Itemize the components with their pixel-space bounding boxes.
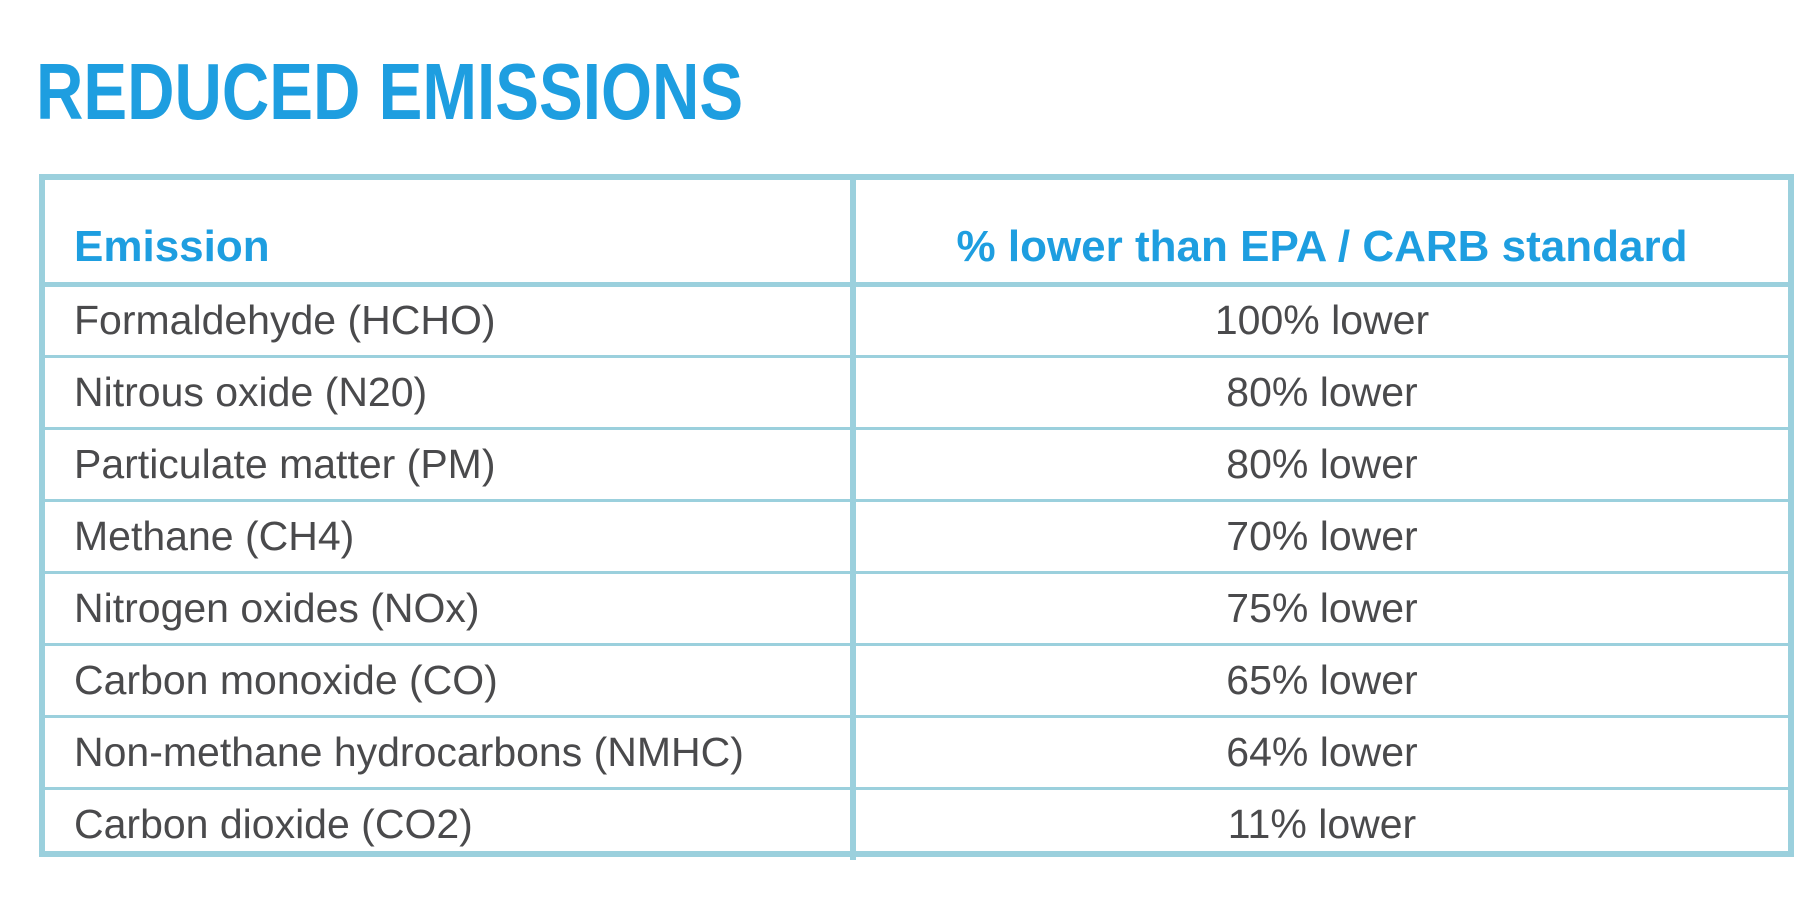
header-row: Emission % lower than EPA / CARB standar… — [45, 180, 1788, 287]
emission-cell: Nitrous oxide (N20) — [45, 356, 856, 430]
header-emission: Emission — [45, 180, 856, 287]
reduction-cell: 65% lower — [853, 644, 1788, 718]
emission-cell: Nitrogen oxides (NOx) — [45, 572, 856, 646]
table-body: Formaldehyde (HCHO) 100% lower Nitrous o… — [45, 284, 1788, 860]
reduction-cell: 80% lower — [853, 428, 1788, 502]
emission-cell: Particulate matter (PM) — [45, 428, 856, 502]
reduction-cell: 80% lower — [853, 356, 1788, 430]
emission-cell: Formaldehyde (HCHO) — [45, 284, 856, 358]
emissions-table: Emission % lower than EPA / CARB standar… — [39, 174, 1794, 860]
reduction-cell: 100% lower — [853, 284, 1788, 358]
page-title: REDUCED EMISSIONS — [36, 47, 744, 136]
emission-cell: Methane (CH4) — [45, 500, 856, 574]
table-row: Nitrogen oxides (NOx) 75% lower — [45, 572, 1788, 646]
reduction-cell: 75% lower — [853, 572, 1788, 646]
table-row: Carbon dioxide (CO2) 11% lower — [45, 788, 1788, 860]
table-row: Formaldehyde (HCHO) 100% lower — [45, 284, 1788, 358]
table-row: Particulate matter (PM) 80% lower — [45, 428, 1788, 502]
table-row: Carbon monoxide (CO) 65% lower — [45, 644, 1788, 718]
reduction-cell: 70% lower — [853, 500, 1788, 574]
reduction-cell: 11% lower — [1227, 801, 1417, 848]
emission-cell: Carbon dioxide (CO2) — [45, 788, 856, 860]
table-row: Methane (CH4) 70% lower — [45, 500, 1788, 574]
emissions-table-grid: Emission % lower than EPA / CARB standar… — [45, 180, 1788, 860]
table-row: Non-methane hydrocarbons (NMHC) 64% lowe… — [45, 716, 1788, 790]
emission-cell: Non-methane hydrocarbons (NMHC) — [45, 716, 856, 790]
emission-cell: Carbon monoxide (CO) — [45, 644, 856, 718]
table-header: Emission % lower than EPA / CARB standar… — [45, 180, 1788, 287]
header-reduction: % lower than EPA / CARB standard — [853, 180, 1788, 287]
reduction-cell: 64% lower — [853, 716, 1788, 790]
table-row: Nitrous oxide (N20) 80% lower — [45, 356, 1788, 430]
